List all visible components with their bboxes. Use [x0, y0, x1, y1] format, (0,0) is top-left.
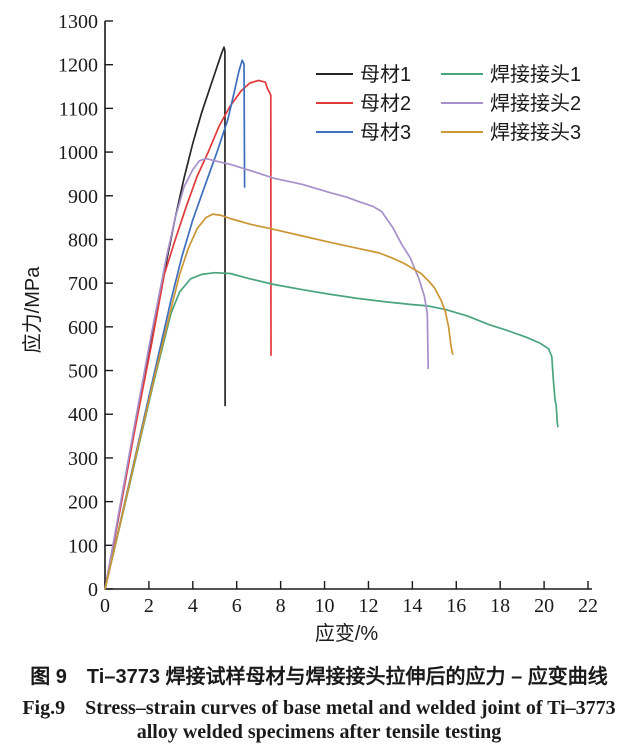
legend-line-swatch — [316, 131, 353, 134]
y-tick-label: 300 — [68, 448, 98, 470]
legend-line-swatch — [441, 102, 483, 105]
x-tick-label: 2 — [144, 595, 154, 617]
legend-item: 母材1 — [316, 63, 411, 87]
x-tick-label: 8 — [276, 595, 286, 617]
chart-canvas: 0 2 4 6 8 10 12 14 16 18 20 22 0 100 200 300 400 500 600 70… — [58, 11, 598, 617]
x-tick-label: 16 — [446, 595, 466, 617]
x-tick-label: 14 — [402, 595, 422, 617]
y-tick-label: 900 — [68, 186, 98, 208]
legend-item: 母材3 — [316, 121, 411, 145]
y-tick-label: 700 — [68, 273, 98, 295]
chart-curve — [104, 213, 454, 590]
x-tick-label: 12 — [358, 595, 378, 617]
chart-curve — [104, 59, 246, 590]
x-tick-label: 10 — [315, 595, 335, 617]
y-tick-label: 500 — [68, 361, 98, 383]
legend-label: 母材1 — [360, 64, 412, 86]
x-tick-label: 20 — [534, 595, 554, 617]
legend-label: 焊接接头2 — [490, 93, 582, 115]
legend-item: 焊接接头3 — [441, 121, 581, 145]
caption-chinese: 图 9 Ti–3773 焊接试样母材与焊接接头拉伸后的应力 – 应变曲线 — [30, 666, 608, 688]
legend-label: 母材2 — [360, 93, 412, 115]
y-tick-label: 600 — [68, 317, 98, 339]
legend-line-swatch — [441, 73, 483, 76]
legend-line-swatch — [316, 102, 353, 105]
x-tick-label: 0 — [100, 595, 110, 617]
x-tick-label: 4 — [188, 595, 198, 617]
legend-item: 母材2 — [316, 92, 411, 116]
y-axis-title: 应力/MPa — [22, 266, 44, 354]
y-tick-label: 1300 — [58, 11, 98, 33]
caption-english-line2: alloy welded specimens after tensile tes… — [136, 721, 502, 743]
y-tick-label: 0 — [88, 579, 98, 601]
y-tick-label: 1000 — [58, 142, 98, 164]
legend-label: 焊接接头3 — [490, 122, 582, 144]
y-tick-label: 100 — [68, 535, 98, 557]
y-tick-label: 1100 — [59, 98, 98, 120]
x-tick-label: 18 — [490, 595, 510, 617]
y-tick-label: 400 — [68, 404, 98, 426]
x-tick-label: 22 — [578, 595, 598, 617]
y-tick-label: 200 — [68, 492, 98, 514]
chart-curve — [104, 157, 430, 590]
legend-line-swatch — [316, 73, 353, 76]
chart-curve — [104, 271, 559, 590]
legend-label: 母材3 — [360, 122, 412, 144]
caption-english-line1: Fig.9 Stress–strain curves of base metal… — [22, 697, 616, 719]
x-tick-label: 6 — [232, 595, 242, 617]
legend-item: 焊接接头1 — [441, 63, 581, 87]
legend-line-swatch — [441, 131, 483, 134]
y-tick-label: 800 — [68, 229, 98, 251]
legend-item: 焊接接头2 — [441, 92, 581, 116]
x-axis-title: 应变/% — [314, 623, 379, 645]
legend-label: 焊接接头1 — [490, 64, 582, 86]
y-tick-label: 1200 — [58, 55, 98, 77]
chart-curve — [104, 79, 272, 590]
